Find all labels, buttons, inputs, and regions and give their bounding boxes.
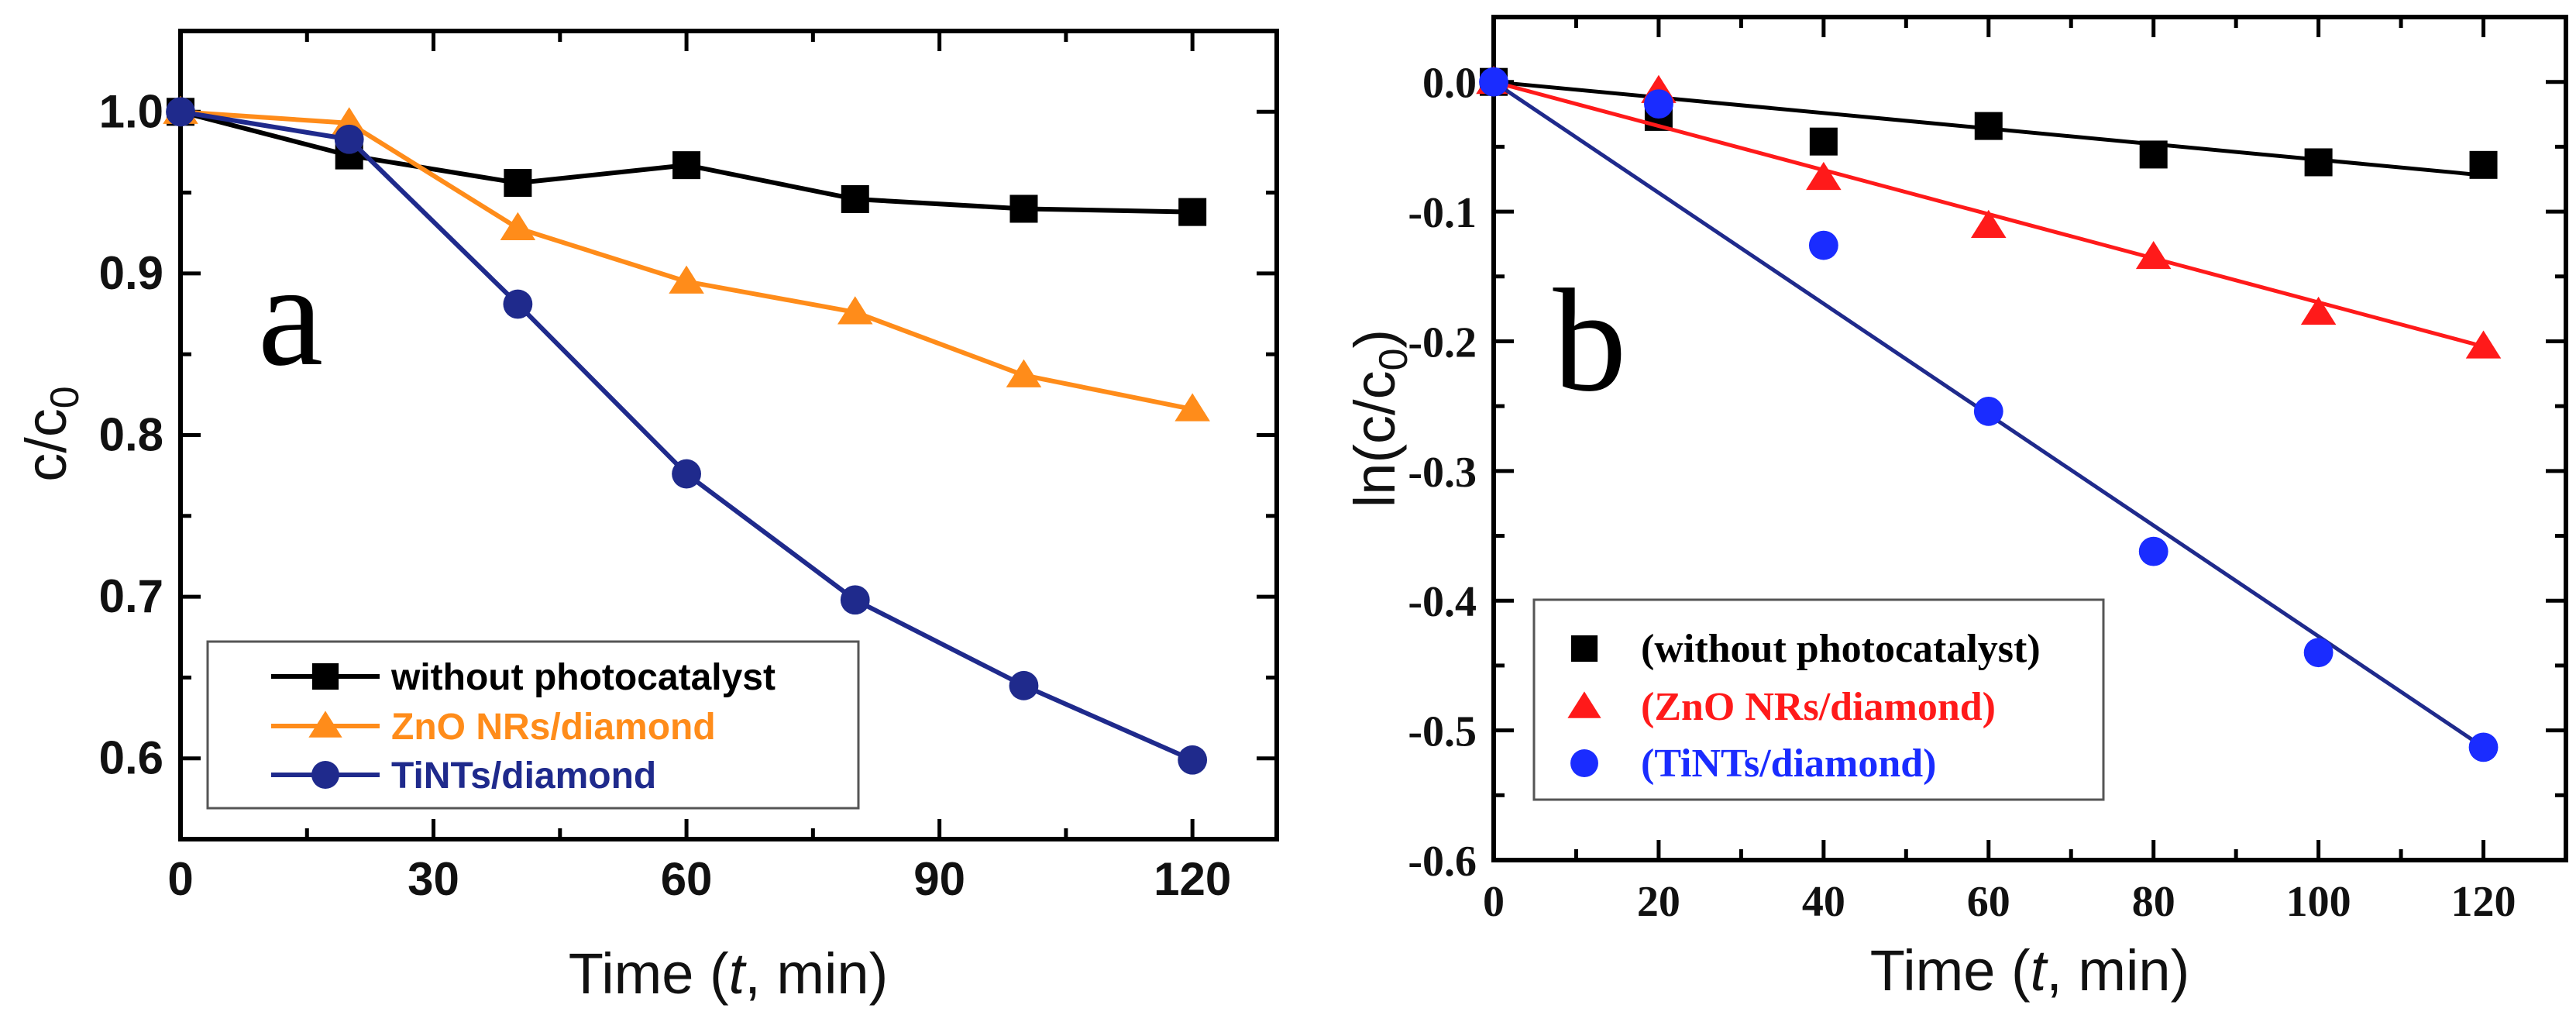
panel-a-x-tick-label: 0	[167, 853, 193, 905]
panel-a-x-tick-label: 120	[1154, 853, 1231, 905]
panel-b-data-point	[2138, 536, 2168, 566]
panel-b-legend-marker	[1567, 691, 1601, 718]
panel-b-legend-box	[1532, 598, 2105, 801]
panel-b-series-2	[1476, 65, 2502, 359]
panel-a-legend-marker	[311, 662, 339, 690]
panel-b-y-tick-label: -0.3	[1408, 449, 1477, 497]
panel-b-legend-marker	[1570, 749, 1598, 777]
panel-a-data-point	[1006, 359, 1042, 387]
panel-a-data-point	[1178, 198, 1207, 226]
panel-b-data-point	[2469, 150, 2498, 179]
panel-a-legend-marker	[308, 711, 342, 738]
panel-b-data-point	[1808, 230, 1838, 260]
panel-b-data-point	[2465, 330, 2502, 359]
panel-b-data-point	[2135, 240, 2172, 270]
panel-a-data-point	[840, 585, 870, 615]
panel-b-x-tick-label: 100	[2286, 878, 2351, 926]
panel-b-x-tick-label: 40	[1802, 878, 1845, 926]
panel-b-legend-marker	[1570, 635, 1598, 662]
panel-b-data-point	[2468, 732, 2499, 762]
panel-a-legend: without photocatalyst ZnO NRs/diamond TiNT…	[206, 640, 860, 810]
panel-a-legend-label: without photocatalyst	[390, 657, 776, 698]
panel-b-x-axis-title-part: Time (	[1870, 938, 2031, 1003]
panel-b-legend-label: (without photocatalyst)	[1641, 627, 2041, 671]
panel-a-data-point	[503, 289, 533, 319]
panel-a-y-tick-label: 0.9	[99, 247, 163, 299]
panel-a-data-point	[837, 296, 873, 325]
panel-a-y-tick-label: 1.0	[99, 85, 163, 137]
panel-a-y-tick-label: 0.6	[99, 732, 163, 784]
panel-a-data-point	[166, 97, 195, 127]
panel-a-x-tick-label: 30	[408, 853, 459, 905]
panel-a-legend-label: ZnO NRs/diamond	[391, 707, 716, 748]
panel-b-y-tick-label: -0.5	[1408, 708, 1477, 756]
panel-b-data-point	[2303, 638, 2334, 668]
panel-b-y-axis-title-sub: 0	[1371, 348, 1416, 370]
panel-b-legend: (without photocatalyst) (ZnO NRs/diamond)…	[1532, 598, 2105, 801]
panel-b: 0 20 40 60 80 100 120 0.0 -0.1 -0.2 -0.3 -0.4 -0.5 -0…	[1343, 15, 2568, 1003]
panel-a-data-point	[1175, 393, 1210, 422]
panel-b-data-point	[1974, 112, 2003, 140]
panel-b-x-axis-title-part: , min)	[2046, 938, 2189, 1003]
panel-b-data-point	[2304, 148, 2333, 177]
panel-a-x-axis-title: Time (t, min)	[569, 941, 888, 1006]
panel-a-data-point	[669, 265, 704, 294]
panel-a-data-point	[500, 212, 536, 241]
panel-b-y-axis-title: ln(c/c0)	[1343, 329, 1416, 508]
panel-a-panel-letter: a	[258, 234, 323, 397]
panel-b-data-point	[1809, 127, 1838, 156]
panel-b-data-point	[1806, 161, 1842, 191]
panel-a-legend-label: TiNTs/diamond	[391, 755, 656, 797]
panel-b-y-axis-title-end: )	[1343, 329, 1407, 349]
panel-a-data-point	[841, 184, 869, 213]
panel-b-x-tick-label: 80	[2132, 878, 2175, 926]
panel-a-series-3	[166, 97, 1208, 775]
panel-a-x-tick-label: 90	[913, 853, 965, 905]
panel-b-series-3	[1479, 67, 2499, 762]
panel-b-y-tick-label: -0.4	[1408, 578, 1477, 626]
panel-a-series-1	[167, 98, 1207, 226]
panel-a-data-point	[672, 151, 701, 180]
panel-b-y-tick-label: -0.2	[1408, 318, 1477, 367]
panel-b-y-axis-title-main: ln(c/c	[1343, 370, 1407, 508]
panel-a-data-point	[334, 124, 364, 154]
panel-a-legend-marker	[311, 761, 339, 789]
panel-a-data-point	[504, 169, 532, 198]
panel-b-legend-label: (ZnO NRs/diamond)	[1641, 685, 1996, 729]
panel-b-x-tick-label: 20	[1637, 878, 1680, 926]
panel-b-data-point	[1479, 67, 1508, 97]
panel-a-x-axis-title-part: t	[729, 941, 748, 1006]
panel-b-data-point	[1973, 396, 2003, 426]
panel-b-data-point	[2300, 296, 2337, 325]
panel-b-x-axis-title-part: t	[2031, 938, 2049, 1003]
panel-a-data-point	[672, 459, 701, 489]
panel-a-y-tick-label: 0.7	[99, 570, 163, 622]
panel-b-plot-frame	[1491, 15, 2568, 862]
panel-a-x-axis-title-part: , min)	[745, 941, 888, 1006]
panel-b-series-1	[1480, 67, 2498, 179]
panel-b-y-tick-label: -0.6	[1408, 838, 1477, 886]
panel-a-data-point	[1009, 670, 1039, 700]
panel-b-data-point	[1970, 209, 2007, 239]
panel-b-y-tick-label: -0.1	[1408, 189, 1477, 237]
panel-a-data-point	[1009, 194, 1038, 223]
panel-a-data-point	[1178, 745, 1208, 775]
panel-a-y-axis-title-main: c/c	[14, 408, 78, 482]
panel-b-x-tick-label: 0	[1483, 878, 1505, 926]
panel-a-y-tick-label: 0.8	[99, 409, 163, 461]
panel-a-y-axis-title: c/c0	[14, 386, 88, 481]
panel-b-x-axis-title: Time (t, min)	[1870, 938, 2189, 1003]
panel-b-y-tick-label: 0.0	[1422, 60, 1477, 108]
panel-a-x-axis-title-part: Time (	[569, 941, 729, 1006]
panel-b-legend-label: (TiNTs/diamond)	[1641, 742, 1937, 786]
panel-b-panel-letter: b	[1553, 260, 1627, 422]
panel-b-x-tick-label: 60	[1967, 878, 2010, 926]
panel-b-data-point	[1644, 89, 1673, 119]
panel-a-y-axis-title-sub: 0	[43, 386, 88, 408]
panel-a: 0 30 60 90 120 0.6 0.7 0.8 0.9 1.0 Time (t, min) c/…	[14, 29, 1279, 1006]
panel-b-data-point	[2139, 140, 2168, 169]
panel-a-x-tick-label: 60	[661, 853, 713, 905]
panel-b-x-tick-label: 120	[2451, 878, 2516, 926]
